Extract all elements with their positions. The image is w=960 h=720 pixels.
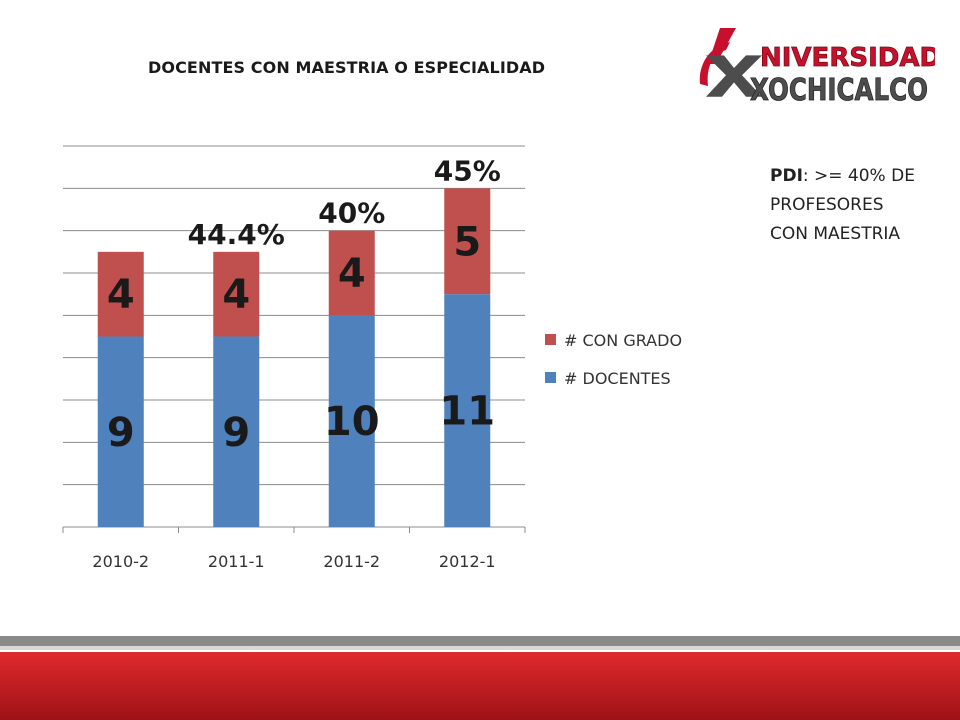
- pdi-note-bold: PDI: [770, 166, 803, 186]
- data-label-docentes: 10: [324, 399, 380, 445]
- legend-label-con-grado: # CON GRADO: [564, 331, 682, 350]
- percent-label: 40%: [318, 197, 385, 230]
- pdi-note: PDI: >= 40% DE PROFESORES CON MAESTRIA: [770, 162, 920, 249]
- chart-data-labels: 9 4 9 4 44.4% 10 4 40% 11 5 45%: [107, 154, 501, 455]
- percent-label: 44.4%: [188, 218, 285, 251]
- x-tick-label: 2010-2: [92, 552, 149, 571]
- stacked-bar-chart: 9 4 9 4 44.4% 10 4 40% 11 5 45% 2010-2 2011-1 2011-2…: [0, 0, 960, 640]
- legend-item-con-grado: # CON GRADO: [545, 331, 682, 350]
- x-tick-label: 2011-1: [208, 552, 265, 571]
- percent-label: 45%: [434, 154, 501, 187]
- decorative-bottom-band: [0, 636, 960, 720]
- data-label-con-grado: 4: [338, 251, 366, 297]
- legend-item-docentes: # DOCENTES: [545, 369, 671, 388]
- legend-swatch-docentes: [545, 372, 556, 383]
- data-label-con-grado: 4: [107, 272, 135, 318]
- x-tick-label: 2012-1: [439, 552, 496, 571]
- data-label-docentes: 11: [439, 389, 495, 435]
- x-tick-label: 2011-2: [323, 552, 380, 571]
- chart-x-axis: 2010-2 2011-1 2011-2 2012-1: [63, 527, 525, 571]
- data-label-con-grado: 4: [222, 272, 250, 318]
- data-label-docentes: 9: [107, 410, 135, 456]
- legend-label-docentes: # DOCENTES: [564, 369, 671, 388]
- data-label-docentes: 9: [222, 410, 250, 456]
- legend-swatch-con-grado: [545, 334, 556, 345]
- data-label-con-grado: 5: [453, 219, 481, 265]
